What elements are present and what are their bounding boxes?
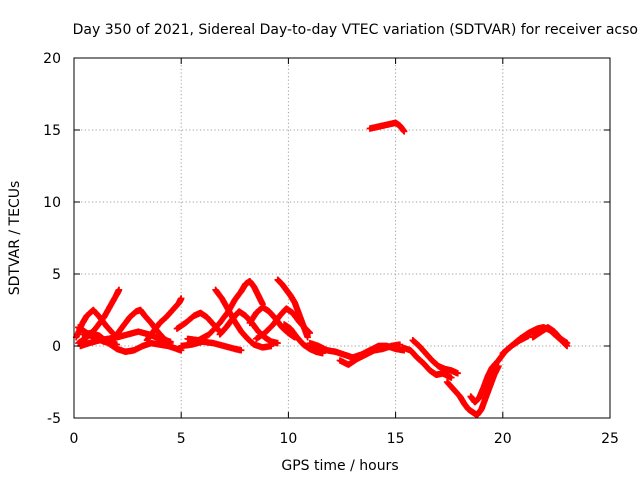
data-point [238,347,245,354]
y-axis-label: SDTVAR / TECUs [7,181,23,296]
x-tick-label: 25 [601,431,619,447]
x-tick-label: 10 [279,431,297,447]
x-tick-label: 20 [494,431,512,447]
data-point [563,339,571,347]
data-point [454,370,461,377]
y-tick-label: 0 [52,339,61,355]
chart-title: Day 350 of 2021, Sidereal Day-to-day VTE… [73,22,638,38]
data-point [400,128,408,135]
x-tick-label: 15 [387,431,405,447]
data-point [274,339,281,347]
y-tick-label: 10 [43,195,61,211]
y-tick-label: -5 [47,411,61,427]
data-point [178,295,185,302]
tick-labels: 0 5 10 15 20 25 -5 0 5 10 15 20 [43,51,619,447]
data-point [448,374,455,381]
data-point [115,286,123,294]
data-point [167,339,174,347]
x-axis-label: GPS time / hours [281,458,398,474]
y-tick-label: 15 [43,123,61,139]
plot-frame [73,57,611,419]
axis-ticks [73,57,611,419]
x-tick-label: 5 [177,431,186,447]
data-points [72,119,571,419]
x-tick-label: 0 [70,431,79,447]
y-tick-label: 5 [52,267,61,283]
data-point [304,334,311,341]
y-tick-label: 20 [43,51,61,67]
